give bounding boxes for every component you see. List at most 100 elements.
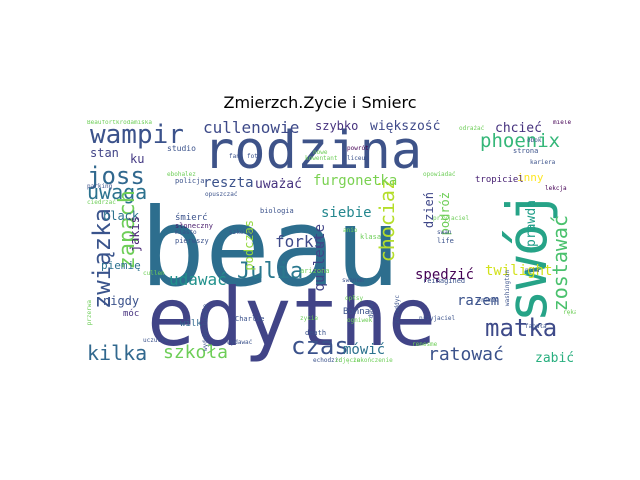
cloud-word: rodzina — [203, 121, 423, 181]
cloud-word: joss — [87, 162, 145, 190]
cloud-word: liceum — [347, 155, 369, 162]
cloud-word: Bonna — [343, 307, 371, 317]
cloud-word: ręka — [563, 309, 576, 316]
cloud-word: cullenowie — [203, 120, 300, 137]
cloud-word: echodzic — [313, 357, 342, 364]
cloud-word: ciedrzać — [87, 199, 116, 206]
cloud-word: Beaufortkrodamiska — [87, 120, 153, 126]
cloud-word: twilight — [485, 263, 553, 279]
cloud-word: inny — [517, 171, 544, 184]
cloud-word: studio — [167, 144, 196, 153]
cloud-word: większość — [370, 120, 441, 134]
cloud-word: parking — [87, 183, 113, 190]
cloud-word: wampir — [90, 120, 184, 150]
cloud-word: siebie — [321, 205, 372, 221]
cloud-word: fabuła — [525, 323, 547, 330]
cloud-word: lekcja — [545, 185, 567, 192]
cloud-word: stan — [90, 146, 119, 160]
cloud-word: reimagined — [423, 277, 466, 285]
cloud-word: zakończenie — [353, 357, 393, 364]
cloud-word: black — [103, 209, 140, 223]
cloud-word: dzień — [422, 192, 436, 229]
cloud-word: reszta — [203, 175, 254, 191]
cloud-word: furgonetka — [313, 173, 398, 189]
cloud-word: biologia — [260, 207, 294, 215]
cloud-word: podczas — [242, 220, 256, 271]
cloud-word: forks — [275, 232, 324, 251]
cloud-word: swanem — [342, 277, 364, 284]
cloud-word: uważać — [255, 177, 302, 192]
cloud-word: obok — [527, 137, 542, 144]
cloud-word: kowentant — [305, 155, 338, 162]
cloud-word: odrażać — [459, 125, 485, 132]
cloud-word: wydawać — [227, 339, 253, 346]
cloud-word: nowe — [313, 149, 328, 156]
cloud-word: opowiadać — [423, 171, 456, 178]
cloud-word: edythe — [147, 271, 436, 364]
cloud-word: foto — [247, 153, 262, 160]
cloud-word: opuszczać — [205, 191, 238, 198]
cloud-word: Charlie — [235, 315, 265, 323]
cloud-word: ku — [130, 152, 145, 166]
cloud-word: zycie — [300, 315, 319, 322]
word-cloud: beau edythe rodzina swój wampir joss uwaga zwią… — [85, 120, 576, 368]
cloud-word: prawda — [524, 200, 539, 247]
cloud-word: matka — [485, 314, 558, 342]
cloud-word: ebohalez — [167, 171, 196, 178]
cloud-word: kilka — [87, 341, 148, 365]
cloud-word: mówić — [343, 342, 386, 358]
cloud-word: nigdy — [103, 294, 140, 308]
cloud-word: arizona — [300, 267, 330, 275]
cloud-word: miasto — [175, 229, 197, 236]
cloud-word: przyjaciel — [433, 215, 470, 222]
cloud-word: jakiś — [128, 216, 142, 253]
cloud-word: opłsy — [345, 295, 364, 302]
cloud-word: wydobuchiemie — [202, 304, 209, 351]
cloud-word: zdjęcie — [335, 357, 361, 364]
cloud-word: Julia — [237, 259, 304, 284]
cloud-word: washington — [504, 270, 511, 307]
cloud-word: słoneczny — [175, 222, 213, 230]
cloud-word: pierwszy — [175, 237, 209, 245]
cloud-word: policja — [175, 177, 205, 185]
cloud-word: szybko — [315, 120, 359, 133]
cloud-word: piemię — [101, 259, 141, 272]
cloud-word: death — [305, 329, 327, 337]
cloud-word: przyjaciel — [419, 315, 456, 322]
cloud-word: szkolny — [229, 229, 255, 236]
cloud-word: śmierć — [175, 213, 208, 223]
cloud-word: anio — [343, 227, 358, 234]
cloud-word: chociaż — [375, 178, 399, 263]
cloud-word: strona — [513, 147, 539, 155]
cloud-word: dwyer — [368, 300, 375, 319]
cloud-word: klasa — [360, 233, 382, 241]
cloud-word: life — [437, 237, 454, 245]
cloud-word: miele — [553, 120, 572, 126]
cloud-word: czas — [291, 332, 349, 360]
cloud-word: przerwa — [86, 300, 93, 326]
cloud-word: razem — [457, 293, 500, 309]
cloud-word: fan — [229, 153, 240, 160]
chart-title: Zmierzch.Zycie i Smierc — [223, 93, 417, 112]
cloud-word: beau — [140, 186, 401, 311]
cloud-word: ratować — [428, 344, 504, 365]
cloud-word: swan — [437, 229, 452, 236]
cloud-word: powrót — [347, 145, 369, 152]
cloud-word: kariera — [530, 159, 556, 166]
cloud-word: spędzić — [415, 267, 475, 283]
cloud-word: szkoła — [163, 342, 229, 363]
cloud-word: zostawać — [548, 215, 572, 312]
cloud-word: noma — [525, 267, 540, 274]
cloud-word: zeladdyc — [394, 295, 401, 324]
cloud-word: pramie — [477, 297, 499, 304]
cloud-word: uczucie — [143, 337, 169, 344]
cloud-word: wilk — [180, 319, 202, 329]
cloud-word: chcieć — [495, 121, 542, 136]
cloud-word: móc — [123, 309, 140, 319]
cloud-word: ogniwek — [347, 317, 373, 324]
cloud-word: phoenix — [480, 130, 561, 152]
cloud-word: udawać — [169, 270, 227, 289]
cloud-word: renesme — [412, 341, 438, 348]
cloud-word: tropiciel — [475, 175, 524, 185]
cloud-word: zabić — [535, 351, 575, 366]
